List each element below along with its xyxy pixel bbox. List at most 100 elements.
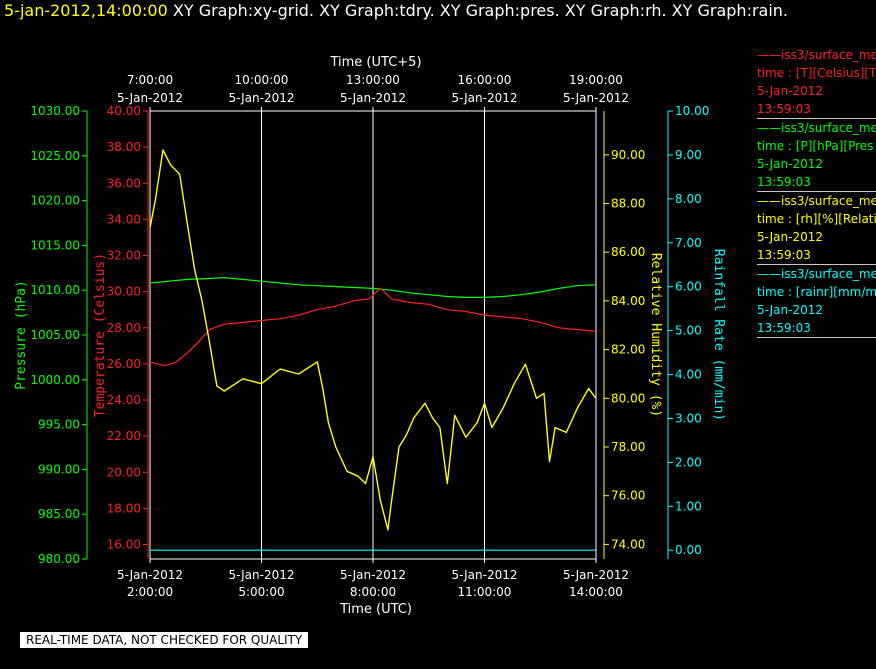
pressure-tick-label: 1000.00	[30, 373, 80, 387]
legend-entry-field: time : [rh][%][Relati	[757, 212, 876, 226]
legend-line-sample: ——	[757, 194, 781, 208]
temperature-tick-label: 28.00	[107, 321, 141, 335]
pressure-series-line	[149, 277, 597, 298]
temperature-tick-label: 30.00	[107, 285, 141, 299]
legend-entry-field: time : [P][hPa][Pres	[757, 139, 874, 153]
legend-series-name: iss3/surface_me	[781, 121, 876, 135]
legend-entry-date: 5-Jan-2012	[757, 157, 823, 171]
rain-tick-label: 7.00	[675, 236, 702, 250]
x-top-tick-date: 5-Jan-2012	[117, 91, 183, 105]
rain-tick-label: 0.00	[675, 543, 702, 557]
x-top-tick-date: 5-Jan-2012	[340, 91, 406, 105]
pressure-tick-label: 1025.00	[30, 149, 80, 163]
pressure-axis-title: Pressure (hPa)	[14, 280, 29, 390]
rain-axis-title: Rainfall Rate (mm/min)	[711, 249, 726, 421]
temperature-axis-title: Temperature (Celsius)	[93, 253, 108, 417]
legend-entry-time: 13:59:03	[757, 248, 811, 262]
rain-tick-label: 4.00	[675, 368, 702, 382]
rain-tick-label: 3.00	[675, 411, 702, 425]
x-top-tick-date: 5-Jan-2012	[452, 91, 518, 105]
legend-line-sample: ——	[757, 121, 781, 135]
x-bottom-tick-time: 5:00:00	[238, 585, 284, 599]
temperature-tick-label: 26.00	[107, 357, 141, 371]
x-bottom-tick-date: 5-Jan-2012	[117, 568, 183, 582]
legend-line-sample: ——	[757, 267, 781, 281]
x-top-tick-time: 10:00:00	[235, 73, 289, 87]
temperature-tick-label: 34.00	[107, 212, 141, 226]
header-date: 5-jan-2012,14:00:00	[4, 1, 168, 20]
legend-entry-name: ——iss3/surface_me	[757, 265, 876, 283]
pressure-tick-label: 1015.00	[30, 238, 80, 252]
temperature-series-line	[149, 287, 597, 367]
legend-entry-time: 13:59:03	[757, 102, 811, 116]
temperature-tick-label: 24.00	[107, 393, 141, 407]
x-top-tick-time: 16:00:00	[458, 73, 512, 87]
rh-series-line	[149, 149, 597, 531]
legend-entry-field: time : [T][Celsius][T	[757, 66, 876, 80]
legend-entry-field: time : [rainr][mm/mi	[757, 285, 876, 299]
rh-tick-label: 90.00	[611, 148, 645, 162]
rain-tick-label: 1.00	[675, 499, 702, 513]
legend: ——iss3/surface_me time : [T][Celsius][T 5-…	[757, 46, 876, 338]
temperature-tick-label: 22.00	[107, 429, 141, 443]
rain-tick-label: 9.00	[675, 148, 702, 162]
pressure-tick-label: 1030.00	[30, 104, 80, 118]
temperature-tick-label: 18.00	[107, 501, 141, 515]
legend-line-sample: ——	[757, 48, 781, 62]
header-title: 5-jan-2012,14:00:00 XY Graph:xy-grid. XY…	[4, 1, 788, 20]
rh-tick-label: 80.00	[611, 391, 645, 405]
legend-entry-time: 13:59:03	[757, 321, 811, 335]
rain-tick-label: 8.00	[675, 192, 702, 206]
x-axis-top-title: Time (UTC+5)	[329, 55, 421, 70]
legend-entry-time: 13:59:03	[757, 175, 811, 189]
gridlines	[261, 111, 485, 559]
x-top-tick-time: 7:00:00	[127, 73, 173, 87]
x-bottom-tick-time: 2:00:00	[127, 585, 173, 599]
temperature-tick-label: 16.00	[107, 538, 141, 552]
pressure-tick-label: 995.00	[38, 418, 80, 432]
rh-tick-label: 78.00	[611, 440, 645, 454]
legend-entry-name: ——iss3/surface_me	[757, 119, 876, 137]
x-bottom-tick-date: 5-Jan-2012	[340, 568, 406, 582]
x-top-tick-date: 5-Jan-2012	[229, 91, 295, 105]
temperature-tick-label: 40.00	[107, 104, 141, 118]
quality-disclaimer: REAL-TIME DATA, NOT CHECKED FOR QUALITY	[20, 632, 309, 648]
pressure-tick-label: 1010.00	[30, 283, 80, 297]
legend-series-name: iss3/surface_me	[781, 48, 876, 62]
pressure-tick-label: 1005.00	[30, 328, 80, 342]
legend-series-name: iss3/surface_me	[781, 267, 876, 281]
x-top-tick-time: 13:00:00	[346, 73, 400, 87]
temperature-tick-label: 36.00	[107, 176, 141, 190]
header-graph-list: XY Graph:xy-grid. XY Graph:tdry. XY Grap…	[167, 1, 789, 20]
x-bottom-tick-time: 11:00:00	[458, 585, 512, 599]
legend-series-name: iss3/surface_me	[781, 194, 876, 208]
pressure-tick-label: 980.00	[38, 552, 80, 566]
temperature-tick-label: 32.00	[107, 249, 141, 263]
legend-entry-date: 5-Jan-2012	[757, 84, 823, 98]
rain-tick-label: 10.00	[675, 104, 709, 118]
rh-axis-title: Relative Humidity (%)	[648, 253, 663, 417]
pressure-tick-label: 1020.00	[30, 194, 80, 208]
x-bottom-tick-time: 8:00:00	[350, 585, 396, 599]
legend-entry-date: 5-Jan-2012	[757, 230, 823, 244]
x-top-tick-date: 5-Jan-2012	[563, 91, 629, 105]
rh-tick-label: 74.00	[611, 537, 645, 551]
rh-tick-label: 84.00	[611, 294, 645, 308]
rain-tick-label: 2.00	[675, 455, 702, 469]
rh-tick-label: 82.00	[611, 343, 645, 357]
x-top-tick-time: 19:00:00	[569, 73, 623, 87]
temperature-tick-label: 38.00	[107, 140, 141, 154]
x-bottom-tick-time: 14:00:00	[569, 585, 623, 599]
rh-tick-label: 76.00	[611, 489, 645, 503]
legend-entry-name: ——iss3/surface_me	[757, 192, 876, 210]
rh-tick-label: 88.00	[611, 197, 645, 211]
rain-tick-label: 6.00	[675, 280, 702, 294]
x-bottom-tick-date: 5-Jan-2012	[452, 568, 518, 582]
temperature-tick-label: 20.00	[107, 465, 141, 479]
x-axis-bottom-title: Time (UTC)	[339, 602, 412, 617]
pressure-tick-label: 985.00	[38, 507, 80, 521]
pressure-tick-label: 990.00	[38, 462, 80, 476]
